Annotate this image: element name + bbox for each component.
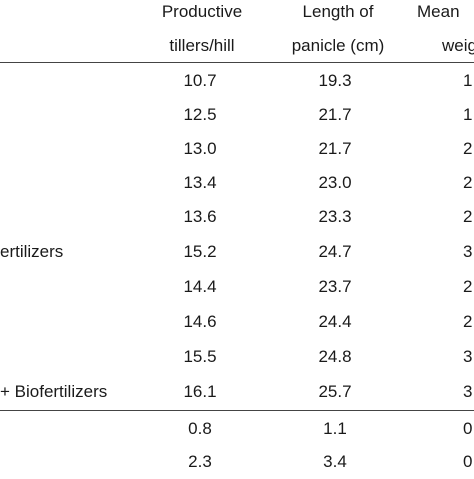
cell-weight: 2 bbox=[463, 277, 473, 296]
cell-panicle: 23.3 bbox=[318, 207, 352, 226]
cell-weight: 3 bbox=[463, 382, 473, 401]
cell-tillers: 15.2 bbox=[183, 242, 217, 261]
cell-panicle: 21.7 bbox=[318, 139, 352, 158]
stats-rule bbox=[0, 410, 474, 411]
cell-tillers: 12.5 bbox=[183, 105, 217, 124]
col-header-line: tillers/hill bbox=[169, 36, 235, 55]
cell-weight: 2 bbox=[463, 312, 473, 331]
cell-tillers: 16.1 bbox=[183, 382, 217, 401]
header-rule bbox=[0, 62, 474, 63]
cell-tillers: 0.8 bbox=[188, 419, 212, 438]
cell-panicle: 24.4 bbox=[318, 312, 352, 331]
cell-tillers: 13.0 bbox=[183, 139, 217, 158]
cell-tillers: 2.3 bbox=[188, 452, 212, 471]
col-header-line: Mean bbox=[417, 2, 460, 21]
cell-panicle: 25.7 bbox=[318, 382, 352, 401]
cell-panicle: 1.1 bbox=[323, 419, 347, 438]
cell-tillers: 15.5 bbox=[183, 347, 217, 366]
cell-tillers: 14.4 bbox=[183, 277, 217, 296]
cell-weight: 3 bbox=[463, 347, 473, 366]
cell-tillers: 14.6 bbox=[183, 312, 217, 331]
cell-weight: 1 bbox=[463, 105, 473, 124]
col-header-productive-tillers: Productive tillers/hill bbox=[140, 2, 264, 56]
cell-panicle: 21.7 bbox=[318, 105, 352, 124]
col-header-line: Productive bbox=[161, 2, 243, 21]
cell-weight: 0 bbox=[463, 452, 473, 471]
cell-panicle: 24.8 bbox=[318, 347, 352, 366]
cell-weight: 1 bbox=[463, 71, 473, 90]
cell-weight: 2 bbox=[463, 139, 473, 158]
cell-weight: 2 bbox=[463, 207, 473, 226]
cell-panicle: 24.7 bbox=[318, 242, 352, 261]
col-header-panicle-length: Length of panicle (cm) bbox=[276, 2, 400, 56]
cell-panicle: 19.3 bbox=[318, 71, 352, 90]
cell-weight: 2 bbox=[463, 173, 473, 192]
cell-tillers: 13.4 bbox=[183, 173, 217, 192]
cell-weight: 3 bbox=[463, 242, 473, 261]
cell-tillers: 10.7 bbox=[183, 71, 217, 90]
cell-weight: 0 bbox=[463, 419, 473, 438]
row-label: ertilizers bbox=[0, 242, 64, 261]
cell-panicle: 23.7 bbox=[318, 277, 352, 296]
col-header-line: weig bbox=[442, 36, 474, 55]
col-header-line: panicle (cm) bbox=[291, 36, 385, 55]
row-label: + Biofertilizers bbox=[0, 382, 108, 401]
col-header-line: Length of bbox=[302, 2, 374, 21]
cell-panicle: 23.0 bbox=[318, 173, 352, 192]
cell-panicle: 3.4 bbox=[323, 452, 347, 471]
col-header-mean-weight: Mean weig bbox=[414, 2, 474, 56]
cell-tillers: 13.6 bbox=[183, 207, 217, 226]
